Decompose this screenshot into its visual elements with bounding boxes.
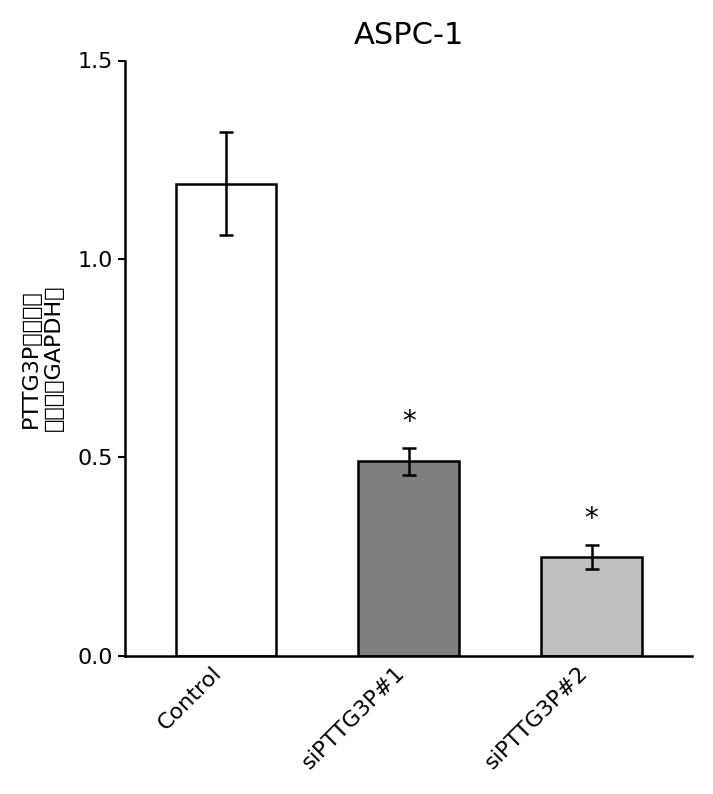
Bar — [541, 557, 642, 656]
Bar — [175, 183, 276, 656]
Title: ASPC-1: ASPC-1 — [354, 21, 464, 50]
Y-axis label: PTTG3P表达水平
（相对于GAPDH）: PTTG3P表达水平 （相对于GAPDH） — [21, 285, 64, 431]
Bar — [359, 461, 459, 656]
Text: *: * — [585, 505, 598, 533]
Text: *: * — [402, 407, 416, 436]
